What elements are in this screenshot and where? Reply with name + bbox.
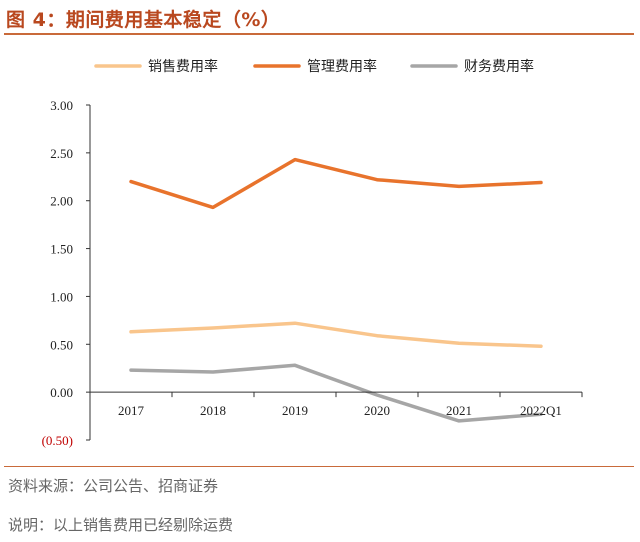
y-tick-label: (0.50) <box>42 433 73 448</box>
y-tick-label: 3.00 <box>50 98 73 113</box>
data-point <box>375 334 379 338</box>
x-tick-label: 2017 <box>118 403 145 418</box>
x-tick-label: 2019 <box>282 403 308 418</box>
data-point <box>293 158 297 162</box>
x-tick-label: 2018 <box>200 403 226 418</box>
legend-label: 销售费用率 <box>148 58 218 75</box>
x-tick-label: 2020 <box>364 403 390 418</box>
data-point <box>375 393 379 397</box>
y-tick-label: 1.50 <box>50 242 73 257</box>
series-lines <box>129 157 543 423</box>
y-tick-label: 1.00 <box>50 289 73 304</box>
series-line-2 <box>129 157 543 210</box>
chart-axes: 3.00 2.50 2.00 1.50 1.00 0.50 0.00 (0.50) 2017 20… <box>42 98 583 448</box>
data-point <box>129 330 133 334</box>
data-point <box>293 321 297 325</box>
legend-item: 管理费用率 <box>253 58 377 75</box>
data-point <box>539 344 543 348</box>
data-point <box>293 363 297 367</box>
data-point <box>211 326 215 330</box>
footer-divider <box>4 466 634 467</box>
chart-title: 图 4：期间费用基本稳定（%） <box>6 9 281 31</box>
data-point <box>129 368 133 372</box>
legend-item: 销售费用率 <box>94 58 218 75</box>
data-point <box>457 341 461 345</box>
remark-note: 说明：以上销售费用已经剔除运费 <box>8 516 234 534</box>
y-tick-label: 0.00 <box>50 385 73 400</box>
series-line-3 <box>129 363 543 423</box>
line-chart: 销售费用率 管理费用率 财务费用率 3.00 2.50 2.00 1.50 1.00 0.50… <box>42 58 583 448</box>
source-note: 资料来源：公司公告、招商证券 <box>8 477 219 495</box>
data-point <box>211 370 215 374</box>
data-point <box>457 184 461 188</box>
data-point <box>457 419 461 423</box>
y-tick-label: 0.50 <box>50 337 73 352</box>
data-point <box>539 181 543 185</box>
data-point <box>129 180 133 184</box>
x-tick-label: 2022Q1 <box>520 403 562 418</box>
legend-label: 管理费用率 <box>307 58 377 75</box>
chart-legend: 销售费用率 管理费用率 财务费用率 <box>94 58 534 75</box>
data-point <box>375 178 379 182</box>
y-tick-label: 2.50 <box>50 146 73 161</box>
legend-item: 财务费用率 <box>410 58 534 75</box>
data-point <box>211 205 215 209</box>
y-tick-label: 2.00 <box>50 194 73 209</box>
x-tick-label: 2021 <box>446 403 472 418</box>
data-point <box>539 412 543 416</box>
series-line-1 <box>129 321 543 348</box>
legend-label: 财务费用率 <box>464 58 534 75</box>
title-divider <box>4 33 634 35</box>
